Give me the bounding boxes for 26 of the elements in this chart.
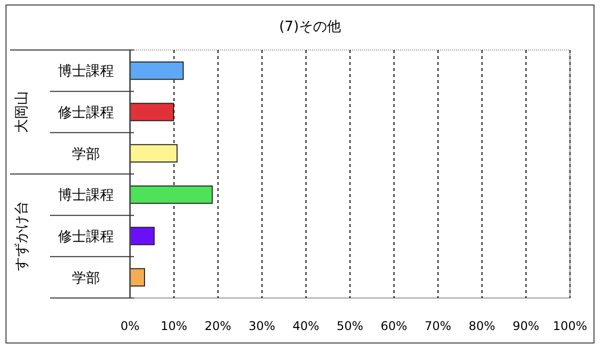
x-tick-label: 90% bbox=[512, 319, 540, 333]
bar bbox=[130, 268, 146, 287]
x-tick-label: 100% bbox=[552, 319, 588, 333]
y-tick-label: 学部 bbox=[72, 146, 100, 162]
y-tick-label: 修士課程 bbox=[58, 229, 114, 245]
text: 大岡山 bbox=[14, 91, 30, 133]
y-tick-label: 学部 bbox=[72, 270, 100, 286]
bar bbox=[130, 185, 213, 204]
x-tick-label: 40% bbox=[292, 319, 320, 333]
x-tick-label: 10% bbox=[160, 319, 188, 333]
x-tick-label: 20% bbox=[204, 319, 232, 333]
x-tick-label: 30% bbox=[248, 319, 276, 333]
y-tick-label: 修士課程 bbox=[58, 105, 114, 121]
chart-title: (7)その他 bbox=[279, 19, 341, 35]
x-tick-label: 70% bbox=[424, 319, 452, 333]
bar bbox=[130, 61, 184, 80]
bar bbox=[130, 102, 174, 122]
text: すずかけ台 bbox=[14, 201, 30, 271]
x-tick-label: 0% bbox=[120, 319, 140, 333]
y-tick-label: 博士課程 bbox=[58, 64, 114, 80]
x-tick-label: 60% bbox=[380, 319, 408, 333]
y-tick-label: 博士課程 bbox=[58, 188, 114, 204]
x-tick-label: 50% bbox=[336, 319, 364, 333]
x-tick-label: 80% bbox=[468, 319, 496, 333]
bar bbox=[130, 226, 155, 246]
bar bbox=[130, 144, 178, 163]
